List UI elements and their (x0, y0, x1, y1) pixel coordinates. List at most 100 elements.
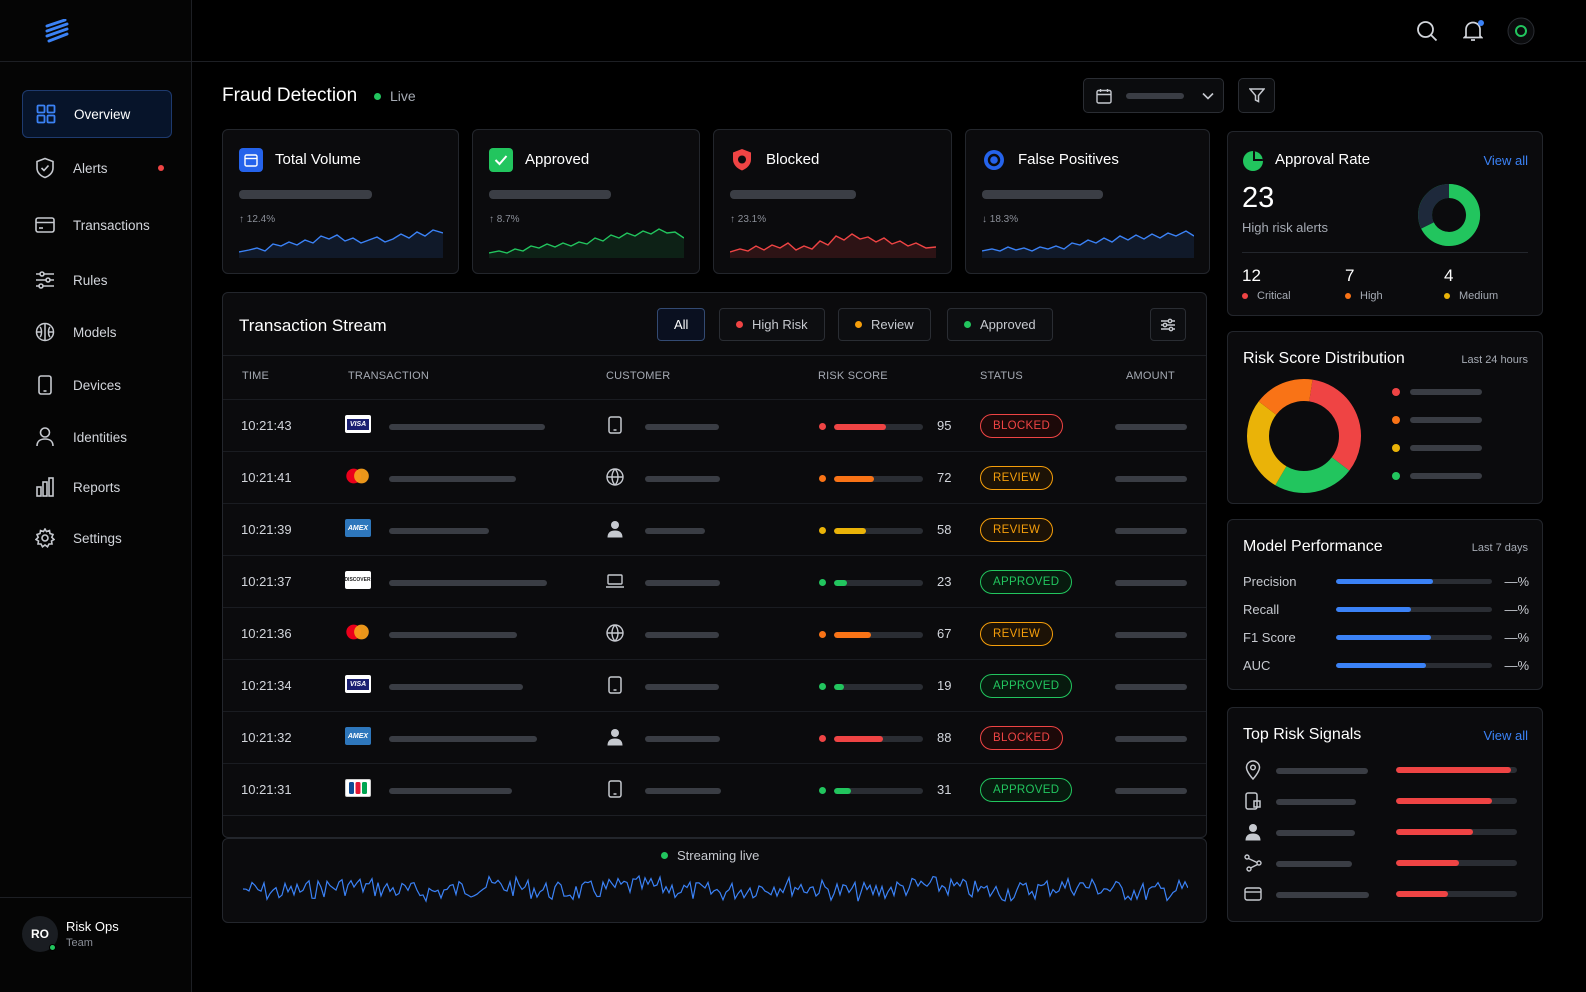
transaction-stream-card: Transaction Stream All High Risk Review … (222, 292, 1207, 838)
critical-number: 12 (1242, 266, 1261, 285)
chevron-down-icon (1202, 92, 1214, 100)
date-range-picker[interactable] (1083, 78, 1224, 113)
transaction-id-placeholder (389, 528, 489, 534)
user-icon (1243, 822, 1263, 842)
sidebar: Overview Alerts Transactions Rules Model… (0, 0, 192, 992)
table-row[interactable]: 10:21:31 31 APPROVED (223, 763, 1206, 815)
avatar-initials: RO (31, 927, 49, 941)
sidebar-item-devices[interactable]: Devices (22, 361, 172, 409)
metric-row: Recall —% (1243, 600, 1529, 620)
sidebar-item-reports[interactable]: Reports (22, 463, 172, 511)
model-perf-subtitle: Last 7 days (1471, 542, 1528, 554)
target-icon (982, 148, 1006, 172)
column-settings-button[interactable] (1150, 308, 1186, 341)
signal-strength-bar (1396, 798, 1517, 804)
stat-change: ↑ 12.4% (239, 214, 276, 225)
filter-label: Review (871, 317, 914, 332)
signal-name-placeholder (1276, 799, 1356, 805)
legend-item (1392, 472, 1482, 480)
table-row[interactable]: 10:21:43 VISA 95 BLOCKED (223, 399, 1206, 451)
risk-score-value: 95 (937, 418, 952, 433)
customer-placeholder (645, 632, 719, 638)
column-header-risk-score[interactable]: RISK SCORE (818, 370, 888, 382)
transaction-id-placeholder (389, 580, 547, 586)
stat-card-blocked[interactable]: Blocked ↑ 23.1% (713, 129, 952, 274)
stat-card-total-volume[interactable]: Total Volume ↑ 12.4% (222, 129, 459, 274)
view-all-link[interactable]: View all (1483, 153, 1528, 168)
sidebar-item-transactions[interactable]: Transactions (22, 201, 172, 249)
transaction-id-placeholder (389, 736, 537, 742)
status-badge: APPROVED (980, 570, 1073, 594)
signal-row[interactable] (1243, 822, 1523, 844)
amount-placeholder (1115, 424, 1187, 430)
bell-icon[interactable] (1459, 17, 1487, 45)
user-icon (34, 426, 56, 448)
critical-count: 12 Critical (1242, 266, 1291, 302)
risk-indicator (819, 423, 826, 430)
user-name: Risk Ops (66, 919, 119, 934)
filter-all[interactable]: All (657, 308, 706, 341)
column-header-customer[interactable]: CUSTOMER (606, 370, 671, 382)
signal-row[interactable] (1243, 760, 1523, 782)
sidebar-item-models[interactable]: Models (22, 308, 172, 356)
amex-logo: AMEX (345, 519, 371, 537)
stat-value-placeholder (730, 190, 856, 199)
approval-donut (1418, 183, 1481, 246)
risk-score-bar (834, 476, 923, 482)
user-profile[interactable]: RO Risk Ops Team (0, 897, 191, 992)
table-row[interactable]: 10:21:39 AMEX 58 REVIEW (223, 503, 1206, 555)
signals-title: Top Risk Signals (1243, 726, 1362, 743)
metric-bar (1336, 663, 1492, 668)
high-label: High (1360, 290, 1383, 302)
filter-review[interactable]: Review (838, 308, 931, 341)
signal-row[interactable] (1243, 884, 1523, 906)
model-performance-card: Model Performance Last 7 days Precision —… (1227, 519, 1543, 690)
table-row[interactable]: 10:21:37 DISCOVER 23 APPROVED (223, 555, 1206, 607)
table-row[interactable]: 10:21:34 VISA 19 APPROVED (223, 659, 1206, 711)
customer-placeholder (645, 684, 719, 690)
risk-score-value: 67 (937, 626, 952, 641)
risk-score-distribution-card: Risk Score Distribution Last 24 hours (1227, 331, 1543, 504)
table-row[interactable]: 10:21:41 72 REVIEW (223, 451, 1206, 503)
risk-donut-chart (1247, 379, 1361, 493)
column-header-status[interactable]: STATUS (980, 370, 1023, 382)
filter-button[interactable] (1238, 78, 1275, 113)
sidebar-item-alerts[interactable]: Alerts (22, 144, 172, 192)
signal-row[interactable] (1243, 853, 1523, 875)
status-badge: BLOCKED (980, 414, 1064, 438)
risk-score-value: 88 (937, 730, 952, 745)
risk-score-value: 23 (937, 574, 952, 589)
filter-high-risk[interactable]: High Risk (719, 308, 825, 341)
sidebar-item-rules[interactable]: Rules (22, 256, 172, 304)
signal-row[interactable] (1243, 791, 1523, 813)
row-time: 10:21:39 (241, 522, 292, 537)
column-header-amount[interactable]: AMOUNT (1126, 370, 1175, 382)
avatar[interactable]: RO (22, 916, 58, 952)
row-time: 10:21:34 (241, 678, 292, 693)
table-row[interactable]: 10:21:36 67 REVIEW (223, 607, 1206, 659)
logo[interactable] (0, 0, 191, 62)
metric-value: —% (1504, 574, 1529, 589)
filter-label: All (674, 317, 689, 332)
filter-approved[interactable]: Approved (947, 308, 1053, 341)
streaming-live-card: Streaming live (222, 838, 1207, 923)
map-pin-icon (1243, 760, 1263, 780)
filter-label: Approved (980, 317, 1036, 332)
column-header-transaction[interactable]: TRANSACTION (348, 370, 430, 382)
view-all-link[interactable]: View all (1483, 728, 1528, 743)
stat-card-false-positives[interactable]: False Positives ↓ 18.3% (965, 129, 1210, 274)
brain-icon (34, 321, 56, 343)
sidebar-item-overview[interactable]: Overview (22, 90, 172, 138)
visa-logo: VISA (345, 675, 371, 693)
smartphone-icon (605, 415, 625, 435)
stat-card-approved[interactable]: Approved ↑ 8.7% (472, 129, 700, 274)
search-icon[interactable] (1413, 17, 1441, 45)
sidebar-item-identities[interactable]: Identities (22, 413, 172, 461)
transaction-stream-title: Transaction Stream (239, 316, 387, 335)
status-icon[interactable] (1507, 17, 1535, 45)
table-row[interactable]: 10:21:32 AMEX 88 BLOCKED (223, 711, 1206, 763)
column-header-time[interactable]: TIME (242, 370, 270, 382)
grid-icon (35, 103, 57, 125)
amount-placeholder (1115, 528, 1187, 534)
sidebar-item-settings[interactable]: Settings (22, 514, 172, 562)
